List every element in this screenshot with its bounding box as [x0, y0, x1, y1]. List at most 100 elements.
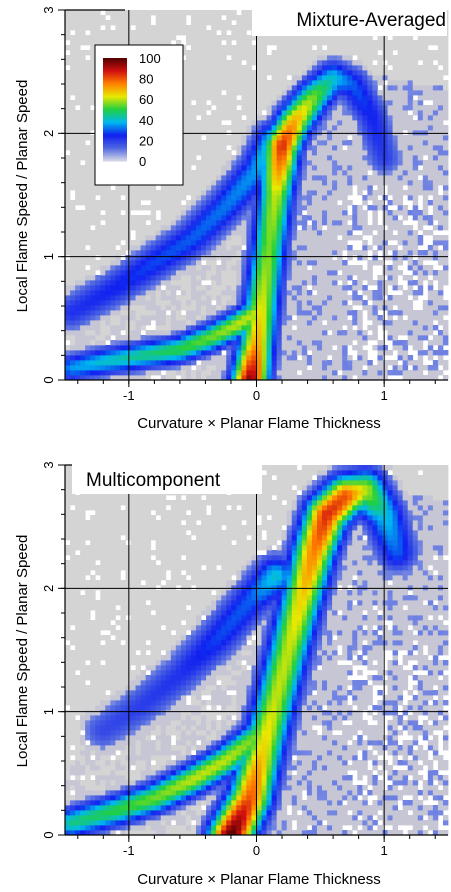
heatmap-cell: [377, 40, 383, 46]
heatmap-cell: [105, 205, 111, 211]
heatmap-cell: [221, 115, 227, 121]
heatmap-cell: [170, 335, 177, 341]
heatmap-cell: [311, 75, 318, 81]
heatmap-cell: [422, 95, 429, 101]
heatmap-cell: [135, 340, 141, 346]
heatmap-cell: [367, 100, 373, 106]
heatmap-cell: [190, 130, 197, 136]
heatmap-cell: [407, 165, 414, 171]
heatmap-cell: [362, 225, 368, 231]
heatmap-cell: [130, 200, 136, 206]
heatmap-cell: [231, 220, 237, 226]
heatmap-cell: [362, 340, 368, 346]
heatmap-cell: [432, 200, 439, 206]
heatmap-cell: [110, 250, 116, 256]
heatmap-cell: [90, 120, 96, 126]
heatmap-cell: [241, 140, 247, 146]
heatmap-cell: [392, 75, 399, 81]
heatmap-cell: [196, 15, 202, 21]
heatmap-cell: [90, 320, 96, 326]
heatmap-cell: [291, 150, 298, 156]
heatmap-cell: [322, 35, 328, 41]
heatmap-cell: [221, 300, 227, 306]
heatmap-cell: [201, 60, 207, 66]
heatmap-cell: [236, 230, 242, 236]
heatmap-cell: [185, 285, 192, 291]
heatmap-cell: [392, 60, 399, 66]
heatmap-cell: [206, 300, 212, 306]
heatmap-cell: [422, 315, 429, 321]
heatmap-cell: [397, 295, 404, 301]
heatmap-cell: [110, 360, 116, 366]
heatmap-cell: [382, 130, 388, 136]
heatmap-cell: [246, 140, 252, 146]
heatmap-cell: [357, 190, 363, 196]
heatmap-cell: [266, 70, 273, 76]
heatmap-cell: [180, 375, 187, 381]
heatmap-cell: [211, 130, 217, 136]
heatmap-cell: [65, 75, 71, 81]
heatmap-cell: [206, 350, 212, 356]
heatmap-cell: [322, 65, 328, 71]
heatmap-cell: [100, 320, 106, 326]
heatmap-cell: [281, 250, 288, 256]
heatmap-cell: [311, 60, 318, 66]
heatmap-cell: [185, 300, 192, 306]
heatmap-cell: [266, 110, 273, 116]
heatmap-cell: [322, 210, 328, 216]
heatmap-cell: [241, 110, 247, 116]
heatmap-cell: [291, 85, 298, 91]
heatmap-cell: [221, 265, 227, 271]
heatmap-cell: [327, 185, 333, 191]
heatmap-cell: [372, 345, 378, 351]
heatmap-cell: [276, 265, 283, 271]
heatmap-cell: [332, 195, 338, 201]
heatmap-cell: [155, 345, 162, 351]
heatmap-cell: [190, 285, 197, 291]
heatmap-cell: [80, 310, 86, 316]
heatmap-cell: [110, 245, 116, 251]
heatmap-cell: [246, 150, 252, 156]
heatmap-cell: [190, 80, 197, 86]
heatmap-cell: [327, 305, 333, 311]
heatmap-cell: [432, 250, 439, 256]
heatmap-cell: [276, 55, 283, 61]
heatmap-cell: [417, 275, 424, 281]
heatmap-cell: [372, 235, 378, 241]
heatmap-cell: [100, 290, 106, 296]
heatmap-cell: [397, 55, 404, 61]
heatmap-cell: [382, 105, 388, 111]
heatmap-cell: [175, 240, 182, 246]
heatmap-cell: [367, 305, 373, 311]
heatmap-cell: [236, 130, 242, 136]
heatmap-cell: [190, 310, 197, 316]
heatmap-cell: [427, 175, 434, 181]
heatmap-cell: [145, 260, 152, 266]
heatmap-cell: [266, 135, 273, 141]
heatmap-cell: [266, 245, 273, 251]
heatmap-cell: [155, 285, 162, 291]
heatmap-cell: [236, 200, 242, 206]
heatmap-cell: [150, 270, 157, 276]
heatmap-cell: [417, 65, 424, 71]
heatmap-cell: [357, 75, 363, 81]
heatmap-cell: [332, 115, 338, 121]
heatmap-cell: [170, 245, 177, 251]
heatmap-cell: [387, 245, 393, 251]
heatmap-cell: [392, 295, 399, 301]
heatmap-cell: [306, 170, 313, 176]
heatmap-cell: [402, 190, 409, 196]
heatmap-cell: [301, 355, 308, 361]
heatmap-cell: [407, 225, 414, 231]
heatmap-cell: [372, 260, 378, 266]
heatmap-cell: [417, 110, 424, 116]
heatmap-cell: [216, 240, 222, 246]
heatmap-cell: [105, 10, 111, 16]
heatmap-cell: [342, 280, 348, 286]
heatmap-cell: [392, 215, 399, 221]
heatmap-cell: [201, 160, 207, 166]
heatmap-cell: [342, 130, 348, 136]
heatmap-cell: [402, 340, 409, 346]
heatmap-cell: [286, 285, 293, 291]
heatmap-cell: [402, 115, 409, 121]
